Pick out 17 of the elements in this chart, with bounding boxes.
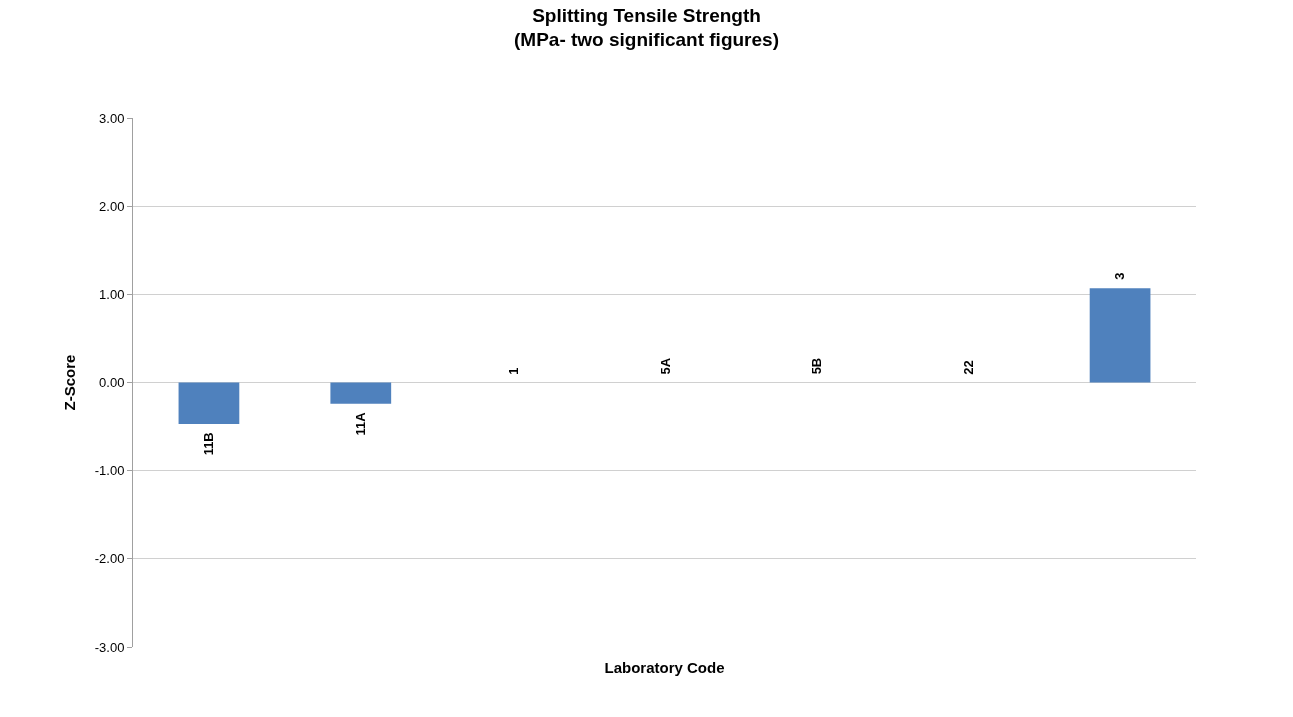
x-tick-label: 1 xyxy=(505,367,521,375)
y-tick-label: -3.00 xyxy=(94,639,125,655)
y-tick-label: 1.00 xyxy=(99,286,125,302)
x-tick-label: 5B xyxy=(809,357,825,375)
x-tick-label: 11B xyxy=(201,432,217,456)
y-axis-title: Z-Score xyxy=(61,354,79,411)
chart-title: Splitting Tensile Strength (MPa- two significant figures) xyxy=(514,4,779,51)
y-tick-label: -1.00 xyxy=(94,463,125,479)
x-axis-title: Laboratory Code xyxy=(604,659,725,676)
x-tick-label: 11A xyxy=(353,411,369,436)
y-tick-label: 3.00 xyxy=(99,110,125,126)
x-tick-label: 3 xyxy=(1112,272,1128,280)
y-tick-label: 0.00 xyxy=(99,375,125,391)
y-tick-label: 2.00 xyxy=(99,198,125,214)
x-tick-label: 5A xyxy=(657,357,673,375)
x-tick-label: 22 xyxy=(960,360,976,375)
y-tick-label: -2.00 xyxy=(94,551,125,567)
